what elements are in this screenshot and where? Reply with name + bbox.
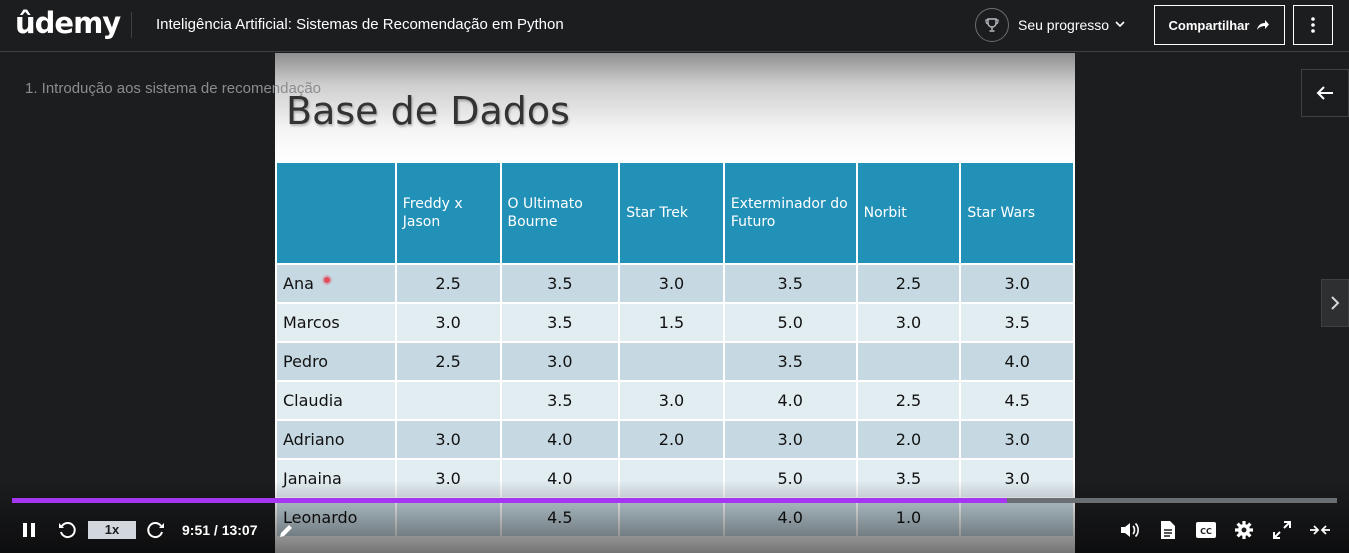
captions-button[interactable]: CC (1194, 519, 1218, 541)
back-button[interactable] (1301, 69, 1349, 117)
user-name-cell: Claudia (275, 380, 397, 421)
video-progress-bar[interactable] (12, 498, 1337, 503)
share-button-label: Compartilhar (1168, 17, 1250, 33)
rating-cell: 5.0 (722, 302, 858, 343)
table-header-row: Freddy x Jason O Ultimato Bourne Star Trek… (275, 161, 1075, 265)
course-title[interactable]: Inteligência Artificial: Sistemas de Rec… (156, 16, 564, 33)
rating-cell: 3.0 (618, 380, 725, 421)
collapse-arrows-icon (1310, 525, 1330, 535)
table-header-empty (275, 161, 397, 265)
table-header-cell: Freddy x Jason (394, 161, 502, 265)
time-display: 9:51 / 13:07 (182, 522, 258, 538)
rating-cell: 2.5 (855, 263, 962, 304)
chevron-right-icon (1331, 296, 1340, 310)
collapse-sidebar-button[interactable] (1308, 519, 1332, 541)
pause-icon (23, 523, 35, 537)
rating-cell: 1.5 (618, 302, 725, 343)
played-fill (12, 498, 1008, 503)
table-row: Claudia 3.5 3.0 4.0 2.5 4.5 (275, 380, 1075, 421)
user-name-cell: Pedro (275, 341, 397, 382)
rating-cell: 3.0 (394, 302, 502, 343)
table-header-cell: Star Wars (959, 161, 1075, 265)
rating-cell: 3.0 (959, 419, 1075, 460)
rating-cell: 3.5 (722, 341, 858, 382)
rating-cell: 3.5 (499, 263, 621, 304)
rating-cell: 4.0 (722, 380, 858, 421)
rating-cell: 3.0 (959, 263, 1075, 304)
forward-icon (147, 522, 164, 539)
rating-cell: 3.5 (722, 263, 858, 304)
cursor-pointer-dot (324, 277, 330, 283)
rating-cell: 2.5 (394, 263, 502, 304)
chevron-down-icon[interactable] (1113, 17, 1127, 31)
user-name-cell: Ana (275, 263, 397, 304)
rating-cell: 2.0 (855, 419, 962, 460)
table-row: Pedro 2.5 3.0 3.5 4.0 (275, 341, 1075, 382)
arrow-left-icon (1316, 86, 1333, 100)
rating-cell: 3.0 (499, 341, 621, 382)
rating-cell (855, 341, 962, 382)
control-bar (0, 480, 1349, 553)
udemy-logo[interactable]: ûdemy (15, 6, 121, 40)
rating-cell: 4.5 (959, 380, 1075, 421)
rating-cell: 2.5 (394, 341, 502, 382)
top-header: ûdemy Inteligência Artificial: Sistemas … (0, 0, 1349, 52)
share-arrow-icon (1257, 20, 1270, 30)
table-header-cell: Norbit (855, 161, 962, 265)
slide-title: Base de Dados (286, 89, 570, 133)
rating-cell (394, 380, 502, 421)
trophy-icon[interactable] (975, 8, 1009, 42)
gear-icon (1235, 521, 1253, 539)
rating-cell: 3.5 (499, 380, 621, 421)
rating-cell: 3.5 (959, 302, 1075, 343)
rating-cell: 3.0 (855, 302, 962, 343)
table-header-cell: Exterminador do Futuro (722, 161, 858, 265)
progress-dropdown-label[interactable]: Seu progresso (1018, 17, 1110, 33)
rating-cell: 2.0 (618, 419, 725, 460)
rewind-icon (59, 522, 76, 539)
vertical-dots-icon (1311, 17, 1315, 33)
transcript-button[interactable] (1157, 519, 1179, 541)
rating-cell (618, 341, 725, 382)
rating-cell: 3.5 (499, 302, 621, 343)
playback-speed-button[interactable]: 1x (88, 521, 136, 539)
header-divider (131, 12, 132, 38)
user-name-cell: Adriano (275, 419, 397, 460)
rating-cell: 3.0 (618, 263, 725, 304)
slide-header: Base de Dados (275, 53, 1075, 161)
user-name-cell: Marcos (275, 302, 397, 343)
fullscreen-button[interactable] (1271, 519, 1293, 541)
svg-text:CC: CC (1200, 527, 1212, 536)
expand-icon (1273, 521, 1291, 539)
next-lecture-button[interactable] (1321, 279, 1349, 327)
table-row: Marcos 3.0 3.5 1.5 5.0 3.0 3.5 (275, 302, 1075, 343)
lecture-title: 1. Introdução aos sistema de recomendaçã… (25, 80, 322, 97)
table-row: Adriano 3.0 4.0 2.0 3.0 2.0 3.0 (275, 419, 1075, 460)
video-slide[interactable]: Base de Dados Freddy x Jason O Ultimato B… (275, 53, 1075, 553)
volume-button[interactable] (1119, 519, 1141, 541)
table-row: Ana 2.5 3.5 3.0 3.5 2.5 3.0 (275, 263, 1075, 304)
notes-button[interactable] (276, 521, 296, 541)
pause-button[interactable] (20, 521, 38, 539)
document-icon (1161, 521, 1175, 539)
rating-cell: 3.0 (394, 419, 502, 460)
volume-icon (1121, 522, 1139, 538)
table-header-cell: O Ultimato Bourne (499, 161, 621, 265)
rating-cell: 2.5 (855, 380, 962, 421)
forward-button[interactable] (145, 519, 167, 541)
rating-cell: 3.0 (722, 419, 858, 460)
more-options-button[interactable] (1293, 5, 1333, 45)
rating-cell: 4.0 (959, 341, 1075, 382)
table-header-cell: Star Trek (618, 161, 725, 265)
rewind-button[interactable] (56, 519, 78, 541)
settings-button[interactable] (1233, 519, 1255, 541)
rating-cell: 4.0 (499, 419, 621, 460)
pencil-icon (280, 525, 292, 537)
share-button[interactable]: Compartilhar (1154, 5, 1285, 45)
closed-captions-icon: CC (1196, 522, 1216, 538)
